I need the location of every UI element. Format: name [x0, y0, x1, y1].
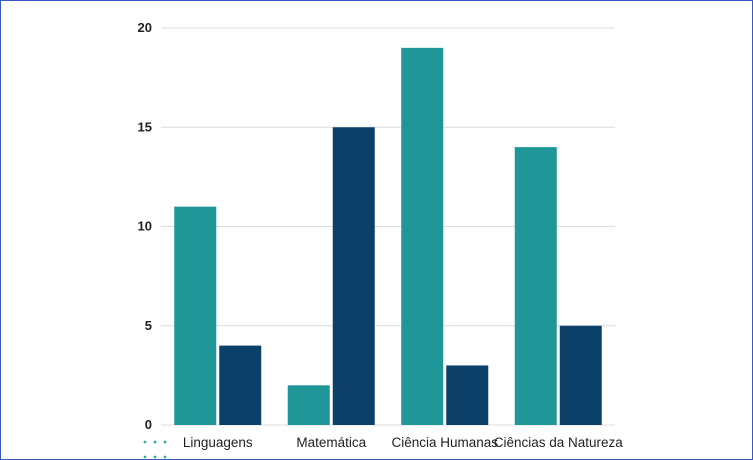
- y-tick-label: 20: [138, 20, 152, 35]
- y-axis-ticks: 0 5 10 15 20: [138, 20, 152, 432]
- bar-teal-1: [287, 385, 330, 425]
- bar-navy-3: [559, 325, 602, 425]
- y-tick-label: 15: [138, 119, 152, 134]
- bar-teal-0: [174, 206, 217, 425]
- x-category-label: Matemática: [296, 435, 366, 450]
- bar-navy-1: [332, 127, 375, 425]
- legend-dots: [143, 440, 167, 459]
- y-tick-label: 0: [145, 417, 152, 432]
- x-category-label: Linguagens: [183, 435, 253, 450]
- x-axis-labels: Linguagens Matemática Ciência HumanasCiênc…: [183, 435, 623, 450]
- bars: [174, 47, 602, 425]
- y-tick-label: 5: [145, 318, 152, 333]
- y-tick-label: 10: [138, 219, 152, 234]
- bar-navy-0: [219, 345, 262, 425]
- bar-teal-2: [401, 47, 444, 425]
- bar-teal-3: [514, 147, 557, 425]
- x-category-label: Ciência Humanas: [391, 435, 498, 450]
- bar-navy-2: [446, 365, 489, 425]
- x-category-label: Ciências da Natureza: [494, 435, 624, 450]
